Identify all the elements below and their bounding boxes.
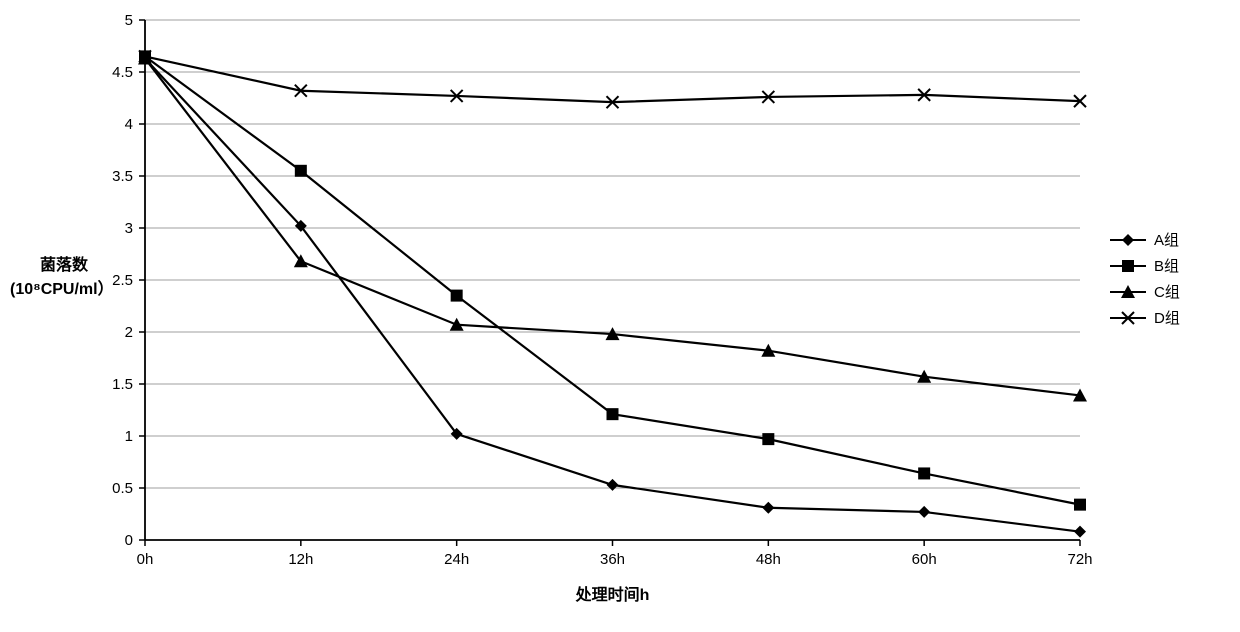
svg-text:B组: B组 [1154, 258, 1179, 275]
svg-text:3.5: 3.5 [112, 168, 133, 185]
svg-text:72h: 72h [1067, 551, 1092, 568]
legend-item: A组 [1110, 232, 1179, 249]
svg-text:36h: 36h [600, 551, 625, 568]
svg-text:0.5: 0.5 [112, 480, 133, 497]
chart-container: 0 0.5 1 1.5 2 2.5 3 3.5 4 4.5 5 0h 12h 24h 36h 48h 60h 72… [0, 0, 1240, 632]
svg-text:0: 0 [125, 532, 133, 549]
legend-item: B组 [1110, 258, 1179, 275]
svg-text:4: 4 [125, 116, 133, 133]
svg-text:C组: C组 [1154, 284, 1180, 301]
svg-text:24h: 24h [444, 551, 469, 568]
svg-text:5: 5 [125, 12, 133, 29]
svg-text:A组: A组 [1154, 232, 1179, 249]
svg-text:60h: 60h [912, 551, 937, 568]
svg-text:(10⁸CPU/ml）: (10⁸CPU/ml） [10, 280, 114, 298]
svg-text:D组: D组 [1154, 310, 1180, 327]
svg-text:12h: 12h [288, 551, 313, 568]
svg-text:4.5: 4.5 [112, 64, 133, 81]
legend-item: C组 [1110, 284, 1180, 301]
svg-text:菌落数: 菌落数 [40, 255, 89, 274]
svg-text:2.5: 2.5 [112, 272, 133, 289]
svg-text:3: 3 [125, 220, 133, 237]
line-chart: 0 0.5 1 1.5 2 2.5 3 3.5 4 4.5 5 0h 12h 24h 36h 48h 60h 72… [0, 0, 1240, 632]
svg-text:48h: 48h [756, 551, 781, 568]
svg-text:处理时间h: 处理时间h [575, 585, 650, 604]
svg-text:0h: 0h [137, 551, 154, 568]
svg-text:2: 2 [125, 324, 133, 341]
svg-text:1: 1 [125, 428, 133, 445]
svg-text:1.5: 1.5 [112, 376, 133, 393]
legend-item: D组 [1110, 310, 1180, 327]
